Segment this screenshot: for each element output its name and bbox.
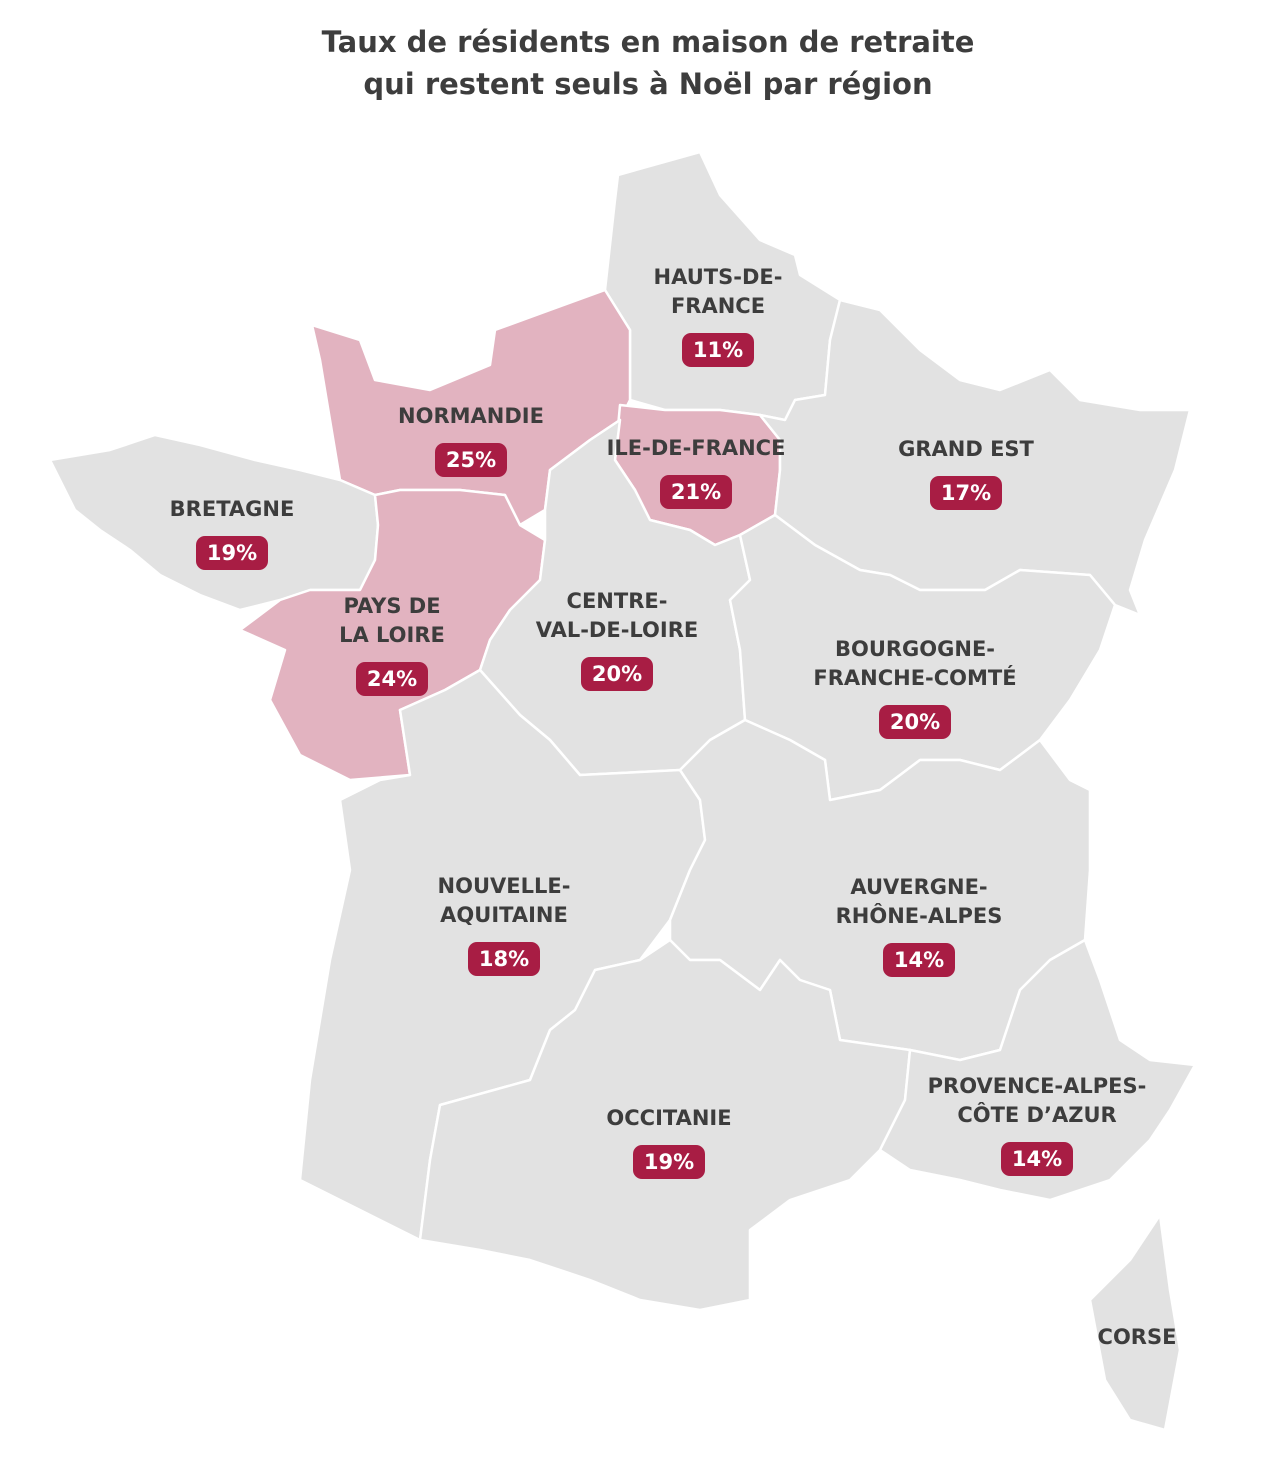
region-name: HAUTS-DE- xyxy=(654,265,783,289)
value-badge xyxy=(930,476,1002,510)
region-name: FRANCE xyxy=(671,294,765,318)
labels: HAUTS-DE- FRANCE 11% NORMANDIE 25% ILE-DE-FRA… xyxy=(170,265,1177,1349)
value-label: 11% xyxy=(693,338,743,362)
region-name: VAL-DE-LOIRE xyxy=(536,618,698,642)
region-shape xyxy=(1088,1213,1182,1432)
value-badge xyxy=(660,475,732,509)
value-badge xyxy=(435,443,507,477)
region-name: AUVERGNE- xyxy=(850,875,987,899)
title-line: Taux de résidents en maison de retraite xyxy=(322,25,975,59)
value-label: 19% xyxy=(644,1150,694,1174)
value-label: 20% xyxy=(592,662,642,686)
value-label: 14% xyxy=(894,948,944,972)
region-name: BOURGOGNE- xyxy=(835,637,995,661)
region-shape xyxy=(48,433,380,612)
value-badge xyxy=(879,705,951,739)
value-badge xyxy=(468,942,540,976)
value-badge xyxy=(883,943,955,977)
region-name: ILE-DE-FRANCE xyxy=(607,436,786,460)
value-label: 21% xyxy=(671,480,721,504)
region-name: BRETAGNE xyxy=(170,497,295,521)
value-label: 25% xyxy=(446,448,496,472)
value-badge xyxy=(581,657,653,691)
region-name: PROVENCE-ALPES- xyxy=(928,1074,1147,1098)
region-name: GRAND EST xyxy=(898,437,1034,461)
region-name: CENTRE- xyxy=(567,589,668,613)
regions xyxy=(48,150,1197,1432)
region-name: RHÔNE-ALPES xyxy=(836,903,1003,928)
value-label: 14% xyxy=(1012,1147,1062,1171)
region-name: NORMANDIE xyxy=(398,404,544,428)
region-shape xyxy=(758,298,1192,617)
region-name: NOUVELLE- xyxy=(438,874,571,898)
region-name: LA LOIRE xyxy=(339,623,445,647)
region-name: CÔTE D’AZUR xyxy=(957,1102,1116,1127)
value-badge xyxy=(196,536,268,570)
value-label: 18% xyxy=(479,947,529,971)
region-name: CORSE xyxy=(1098,1325,1177,1349)
region-shape xyxy=(878,938,1197,1202)
value-label: 19% xyxy=(207,541,257,565)
value-badge xyxy=(633,1145,705,1179)
region-name: PAYS DE xyxy=(343,594,440,618)
value-badge xyxy=(356,662,428,696)
value-badge xyxy=(682,333,754,367)
title-line: qui restent seuls à Noël par région xyxy=(363,67,932,101)
region-name: FRANCHE-COMTÉ xyxy=(813,665,1016,690)
value-label: 17% xyxy=(941,481,991,505)
region-name: OCCITANIE xyxy=(606,1106,731,1130)
value-badge xyxy=(1001,1142,1073,1176)
value-label: 24% xyxy=(367,667,417,691)
value-label: 20% xyxy=(890,710,940,734)
region-name: AQUITAINE xyxy=(440,903,568,927)
